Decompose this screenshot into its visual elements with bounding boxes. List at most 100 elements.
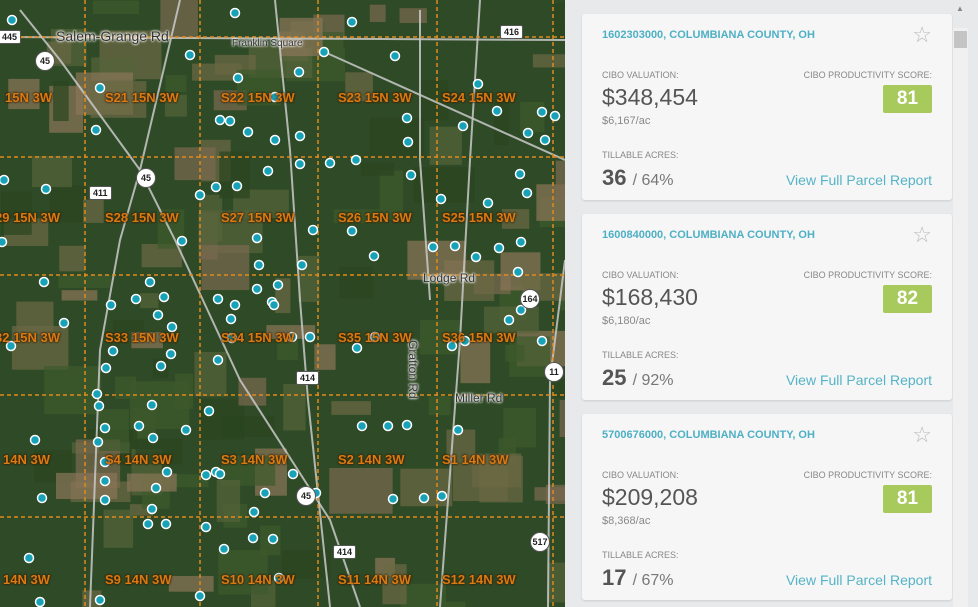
road-line	[319, 49, 565, 161]
field-patch	[331, 401, 371, 415]
field-patch	[379, 170, 404, 220]
parcel-marker	[272, 279, 284, 291]
parcel-marker	[29, 434, 41, 446]
parcel-marker	[36, 492, 48, 504]
highway-shield: 45	[136, 168, 156, 188]
parcel-marker	[401, 419, 413, 431]
field-patch	[8, 78, 40, 110]
field-patch	[559, 399, 565, 437]
scrollbar-thumb[interactable]	[954, 31, 967, 48]
valuation-value: $168,430	[602, 284, 698, 310]
acres-percent: / 67%	[632, 572, 674, 589]
star-icon[interactable]: ☆	[912, 422, 932, 447]
parcel-marker	[247, 532, 259, 544]
parcel-marker	[248, 506, 260, 518]
acres-number: 36	[602, 165, 627, 190]
section-label: S25 15N 3W	[442, 210, 516, 225]
parcel-marker	[194, 590, 206, 602]
field-patch	[314, 344, 336, 370]
parcel-marker	[99, 422, 111, 434]
parcel-marker	[405, 169, 417, 181]
parcel-title[interactable]: 1602303000, COLUMBIANA COUNTY, OH	[602, 29, 815, 41]
parcel-marker	[130, 293, 142, 305]
field-patch	[555, 160, 565, 203]
section-label: S2 14N 3W	[338, 452, 405, 467]
view-report-link[interactable]: View Full Parcel Report	[785, 172, 932, 188]
tillable-acres-label: TILLABLE ACRES:	[602, 550, 679, 560]
field-patch	[333, 209, 381, 224]
scrollbar[interactable]: ▲	[953, 4, 968, 607]
road-line	[19, 9, 361, 607]
parcel-title[interactable]: 1600840000, COLUMBIANA COUNTY, OH	[602, 229, 815, 241]
parcel-marker	[160, 518, 172, 530]
parcel-marker	[287, 468, 299, 480]
field-patch	[345, 72, 373, 102]
field-patch	[428, 396, 451, 416]
acres-number: 17	[602, 565, 627, 590]
field-patch	[83, 199, 104, 223]
parcel-marker	[147, 432, 159, 444]
parcel-marker	[436, 490, 448, 502]
parcel-marker	[146, 399, 158, 411]
score-label: CIBO PRODUCTIVITY SCORE:	[803, 470, 932, 480]
field-patch	[16, 301, 54, 334]
parcel-marker	[218, 543, 230, 555]
highway-shield: 414	[333, 545, 357, 559]
field-patch	[277, 340, 298, 361]
parcel-marker	[515, 304, 527, 316]
parcel-marker	[521, 187, 533, 199]
star-icon[interactable]: ☆	[912, 222, 932, 247]
parcel-card[interactable]: 1602303000, COLUMBIANA COUNTY, OH ☆ CIBO…	[582, 14, 952, 200]
parcel-marker	[184, 49, 196, 61]
tillable-acres-value: 17 / 67%	[602, 565, 674, 591]
parcel-marker	[93, 400, 105, 412]
star-icon[interactable]: ☆	[912, 22, 932, 47]
field-patch	[382, 564, 407, 605]
road-label: Salem-Grange Rd	[56, 28, 169, 44]
parcel-card[interactable]: 1600840000, COLUMBIANA COUNTY, OH ☆ CIBO…	[582, 214, 952, 400]
field-patch	[1, 191, 32, 235]
parcel-marker	[158, 291, 170, 303]
parcel-marker	[165, 348, 177, 360]
road-line	[274, 0, 331, 607]
parcel-marker	[459, 335, 471, 347]
parcel-marker	[161, 466, 173, 478]
parcel-marker	[549, 110, 561, 122]
parcel-marker	[200, 469, 212, 481]
section-label: S33 15N 3W	[105, 330, 179, 345]
road-line	[89, 0, 181, 607]
field-patch	[192, 63, 242, 81]
field-patch	[127, 473, 177, 492]
parcel-marker	[324, 157, 336, 169]
valuation-value: $348,454	[602, 84, 698, 110]
parcel-marker	[90, 124, 102, 136]
field-patch	[49, 185, 87, 223]
parcel-marker	[351, 342, 363, 354]
field-patch	[281, 550, 331, 579]
section-label: S26 15N 3W	[338, 210, 412, 225]
parcel-marker	[231, 180, 243, 192]
section-label: S28 15N 3W	[105, 210, 179, 225]
field-patch	[135, 438, 183, 465]
parcel-card[interactable]: 5700676000, COLUMBIANA COUNTY, OH ☆ CIBO…	[582, 414, 952, 600]
parcel-marker	[350, 154, 362, 166]
parcel-marker	[401, 112, 413, 124]
parcel-marker	[232, 72, 244, 84]
parcel-marker	[259, 487, 271, 499]
map[interactable]: Salem-Grange Rd Franklin Square Lodge Rd…	[0, 0, 565, 607]
view-report-link[interactable]: View Full Parcel Report	[785, 572, 932, 588]
parcel-marker	[34, 596, 46, 607]
parcel-marker	[210, 181, 222, 193]
parcel-marker	[268, 299, 280, 311]
parcel-marker	[150, 482, 162, 494]
valuation-label: CIBO VALUATION:	[602, 470, 679, 480]
field-patch	[553, 3, 565, 39]
parcel-marker	[294, 130, 306, 142]
scroll-up-arrow-icon[interactable]: ▲	[956, 4, 964, 13]
parcel-marker	[105, 299, 117, 311]
field-patch	[547, 562, 565, 603]
tillable-acres-label: TILLABLE ACRES:	[602, 150, 679, 160]
view-report-link[interactable]: View Full Parcel Report	[785, 372, 932, 388]
parcel-list: 1602303000, COLUMBIANA COUNTY, OH ☆ CIBO…	[565, 0, 978, 607]
parcel-title[interactable]: 5700676000, COLUMBIANA COUNTY, OH	[602, 429, 815, 441]
